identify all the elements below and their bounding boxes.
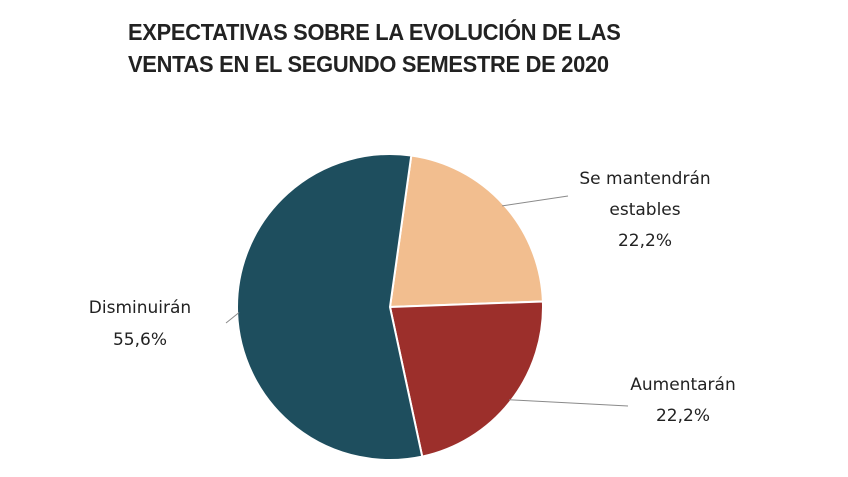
slice-value-se-mantendran-estables: 22,2% [618,231,672,251]
pie-slice-aumentaran [388,300,544,458]
chart-title-line-1: EXPECTATIVAS SOBRE LA EVOLUCIÓN DE LAS [128,19,621,45]
slice-labels: Se mantendrán estables 22,2% Aumentarán 22,2… [89,169,736,426]
slice-label-se-mantendran-estables-1: Se mantendrán [579,169,710,189]
slice-value-aumentaran: 22,2% [656,406,710,426]
pie-slices [236,153,544,461]
leader-line-aumentaran [509,399,629,407]
slice-label-se-mantendran-estables-2: estables [609,200,680,220]
slice-label-aumentaran-1: Aumentarán [630,375,735,395]
leader-lines [225,195,629,407]
slice-label-disminuiran-1: Disminuirán [89,298,191,318]
leader-line-disminuiran [225,312,240,324]
leader-line-se-mantendran-estables [502,195,569,207]
pie-slice-se-mantendran-estables [388,154,544,309]
chart-title-line-2: VENTAS EN EL SEGUNDO SEMESTRE DE 2020 [128,51,609,77]
slice-value-disminuiran: 55,6% [113,330,167,350]
chart-title: EXPECTATIVAS SOBRE LA EVOLUCIÓN DE LAS V… [128,16,686,80]
pie-slice-disminuiran [236,153,424,461]
